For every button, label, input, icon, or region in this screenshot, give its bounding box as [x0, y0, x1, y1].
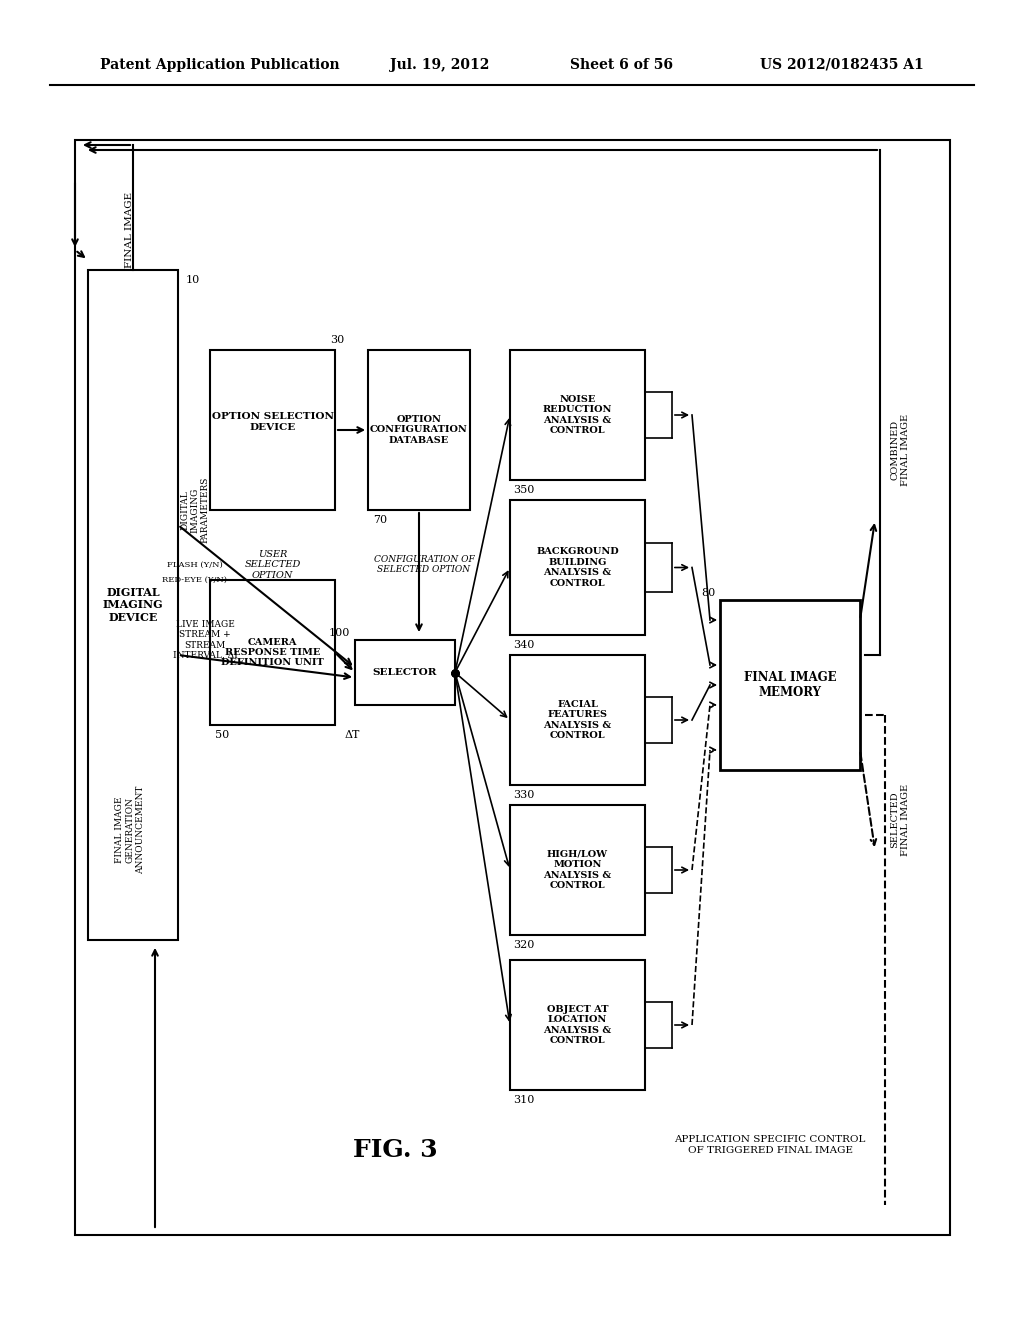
Text: CONFIGURATION OF
SELECTED OPTION: CONFIGURATION OF SELECTED OPTION: [374, 554, 474, 574]
Bar: [355, 640, 455, 705]
Text: 340: 340: [513, 640, 535, 649]
Text: Jul. 19, 2012: Jul. 19, 2012: [390, 58, 489, 73]
Text: BACKGROUND
BUILDING
ANALYSIS &
CONTROL: BACKGROUND BUILDING ANALYSIS & CONTROL: [537, 548, 618, 587]
Bar: [210, 579, 335, 725]
Text: FLASH (Y/N): FLASH (Y/N): [167, 561, 223, 569]
Text: COMBINED
FINAL IMAGE: COMBINED FINAL IMAGE: [890, 414, 909, 486]
Text: OBJECT AT
LOCATION
ANALYSIS &
CONTROL: OBJECT AT LOCATION ANALYSIS & CONTROL: [544, 1005, 611, 1045]
Bar: [75, 140, 950, 1236]
Bar: [368, 350, 470, 510]
Text: ΔT: ΔT: [345, 730, 360, 741]
Text: FIG. 3: FIG. 3: [352, 1138, 437, 1162]
Text: DIGITAL
IMAGING
DEVICE: DIGITAL IMAGING DEVICE: [102, 586, 163, 623]
Text: FINAL IMAGE
GENERATION
ANNOUNCEMENT: FINAL IMAGE GENERATION ANNOUNCEMENT: [115, 785, 145, 874]
Text: HIGH/LOW
MOTION
ANALYSIS &
CONTROL: HIGH/LOW MOTION ANALYSIS & CONTROL: [544, 850, 611, 890]
Text: SELECTED
FINAL IMAGE: SELECTED FINAL IMAGE: [890, 784, 909, 857]
Text: OPTION SELECTION
DEVICE: OPTION SELECTION DEVICE: [212, 412, 334, 432]
Text: FINAL IMAGE
MEMORY: FINAL IMAGE MEMORY: [743, 671, 837, 700]
Text: 100: 100: [329, 628, 350, 638]
Bar: [510, 960, 645, 1090]
Text: NOISE
REDUCTION
ANALYSIS &
CONTROL: NOISE REDUCTION ANALYSIS & CONTROL: [543, 395, 612, 436]
Text: FACIAL
FEATURES
ANALYSIS &
CONTROL: FACIAL FEATURES ANALYSIS & CONTROL: [544, 700, 611, 741]
Text: 50: 50: [215, 730, 229, 741]
Bar: [510, 350, 645, 480]
Text: 330: 330: [513, 789, 535, 800]
Bar: [510, 805, 645, 935]
Text: DIGITAL
IMAGING
PARAMETERS: DIGITAL IMAGING PARAMETERS: [180, 477, 210, 544]
Bar: [88, 271, 178, 940]
Text: CAMERA
RESPONSE TIME
DEFINITION UNIT: CAMERA RESPONSE TIME DEFINITION UNIT: [221, 638, 324, 668]
Text: 310: 310: [513, 1096, 535, 1105]
Text: RED-EYE (Y/N): RED-EYE (Y/N): [163, 576, 227, 583]
Text: US 2012/0182435 A1: US 2012/0182435 A1: [760, 58, 924, 73]
Text: USER
SELECTED
OPTION: USER SELECTED OPTION: [245, 550, 301, 579]
Text: Patent Application Publication: Patent Application Publication: [100, 58, 340, 73]
Text: 30: 30: [330, 335, 344, 345]
Text: Sheet 6 of 56: Sheet 6 of 56: [570, 58, 673, 73]
Text: OPTION
CONFIGURATION
DATABASE: OPTION CONFIGURATION DATABASE: [370, 414, 468, 445]
Bar: [510, 655, 645, 785]
Bar: [510, 500, 645, 635]
Text: 10: 10: [186, 275, 201, 285]
Bar: [210, 350, 335, 510]
Text: 70: 70: [373, 515, 387, 525]
Text: 350: 350: [513, 484, 535, 495]
Text: 80: 80: [700, 587, 715, 598]
Text: LIVE IMAGE
STREAM +
STREAM
INTERVAL, ΔI: LIVE IMAGE STREAM + STREAM INTERVAL, ΔI: [173, 620, 238, 660]
Text: SELECTOR: SELECTOR: [373, 668, 437, 677]
Bar: [720, 601, 860, 770]
Text: APPLICATION SPECIFIC CONTROL
OF TRIGGERED FINAL IMAGE: APPLICATION SPECIFIC CONTROL OF TRIGGERE…: [675, 1135, 865, 1155]
Text: 320: 320: [513, 940, 535, 950]
Text: FINAL IMAGE: FINAL IMAGE: [126, 191, 134, 268]
